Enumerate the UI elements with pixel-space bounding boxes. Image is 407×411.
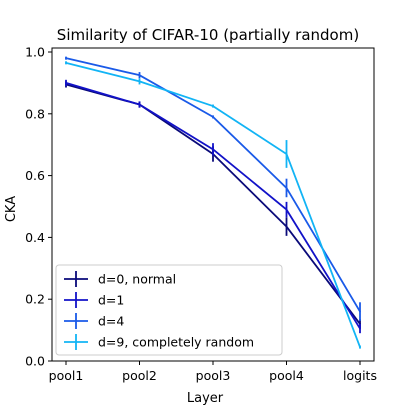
legend-label: d=0, normal (98, 272, 176, 287)
data-point (285, 225, 288, 228)
data-point (359, 310, 361, 313)
x-tick-label: logits (343, 368, 377, 383)
data-point (65, 61, 67, 64)
y-tick-label: 0.2 (25, 292, 45, 307)
legend-label: d=9, completely random (98, 335, 254, 350)
y-tick-label: 0.0 (25, 354, 45, 369)
data-point (212, 105, 214, 107)
y-axis-label: CKA (4, 196, 19, 222)
data-point (138, 74, 141, 77)
x-tick-label: pool3 (196, 368, 231, 383)
data-point (212, 115, 214, 118)
data-point (65, 57, 67, 60)
data-point (285, 153, 288, 155)
y-tick-label: 1.0 (25, 45, 45, 60)
data-point (359, 346, 361, 348)
series-3 (65, 61, 361, 349)
x-tick-label: pool4 (269, 368, 304, 383)
legend-box (55, 264, 283, 356)
y-tick-label: 0.8 (25, 106, 45, 121)
data-point (285, 208, 288, 211)
series-1 (65, 79, 361, 334)
data-point (285, 187, 288, 189)
x-tick-label: pool1 (49, 368, 84, 383)
data-point (65, 82, 67, 84)
data-point (138, 80, 141, 83)
y-tick-label: 0.4 (25, 230, 45, 245)
series-2 (65, 56, 361, 321)
chart-title: Similarity of CIFAR-10 (partially random… (57, 26, 359, 44)
x-axis-label: Layer (187, 391, 224, 406)
data-point (138, 103, 141, 106)
legend-label: d=4 (98, 314, 124, 329)
x-tick-label: pool2 (122, 368, 157, 383)
legend-label: d=1 (98, 293, 124, 308)
y-tick-label: 0.6 (25, 168, 45, 183)
legend: d=0, normal d=1 d=4 d=9, completely random (55, 264, 283, 356)
data-point (359, 327, 361, 330)
plot-area: 0.0 0.2 0.4 0.6 0.8 1.0 pool1 pool2 pool3 pool4 lo… (25, 45, 377, 384)
data-point (212, 148, 214, 151)
